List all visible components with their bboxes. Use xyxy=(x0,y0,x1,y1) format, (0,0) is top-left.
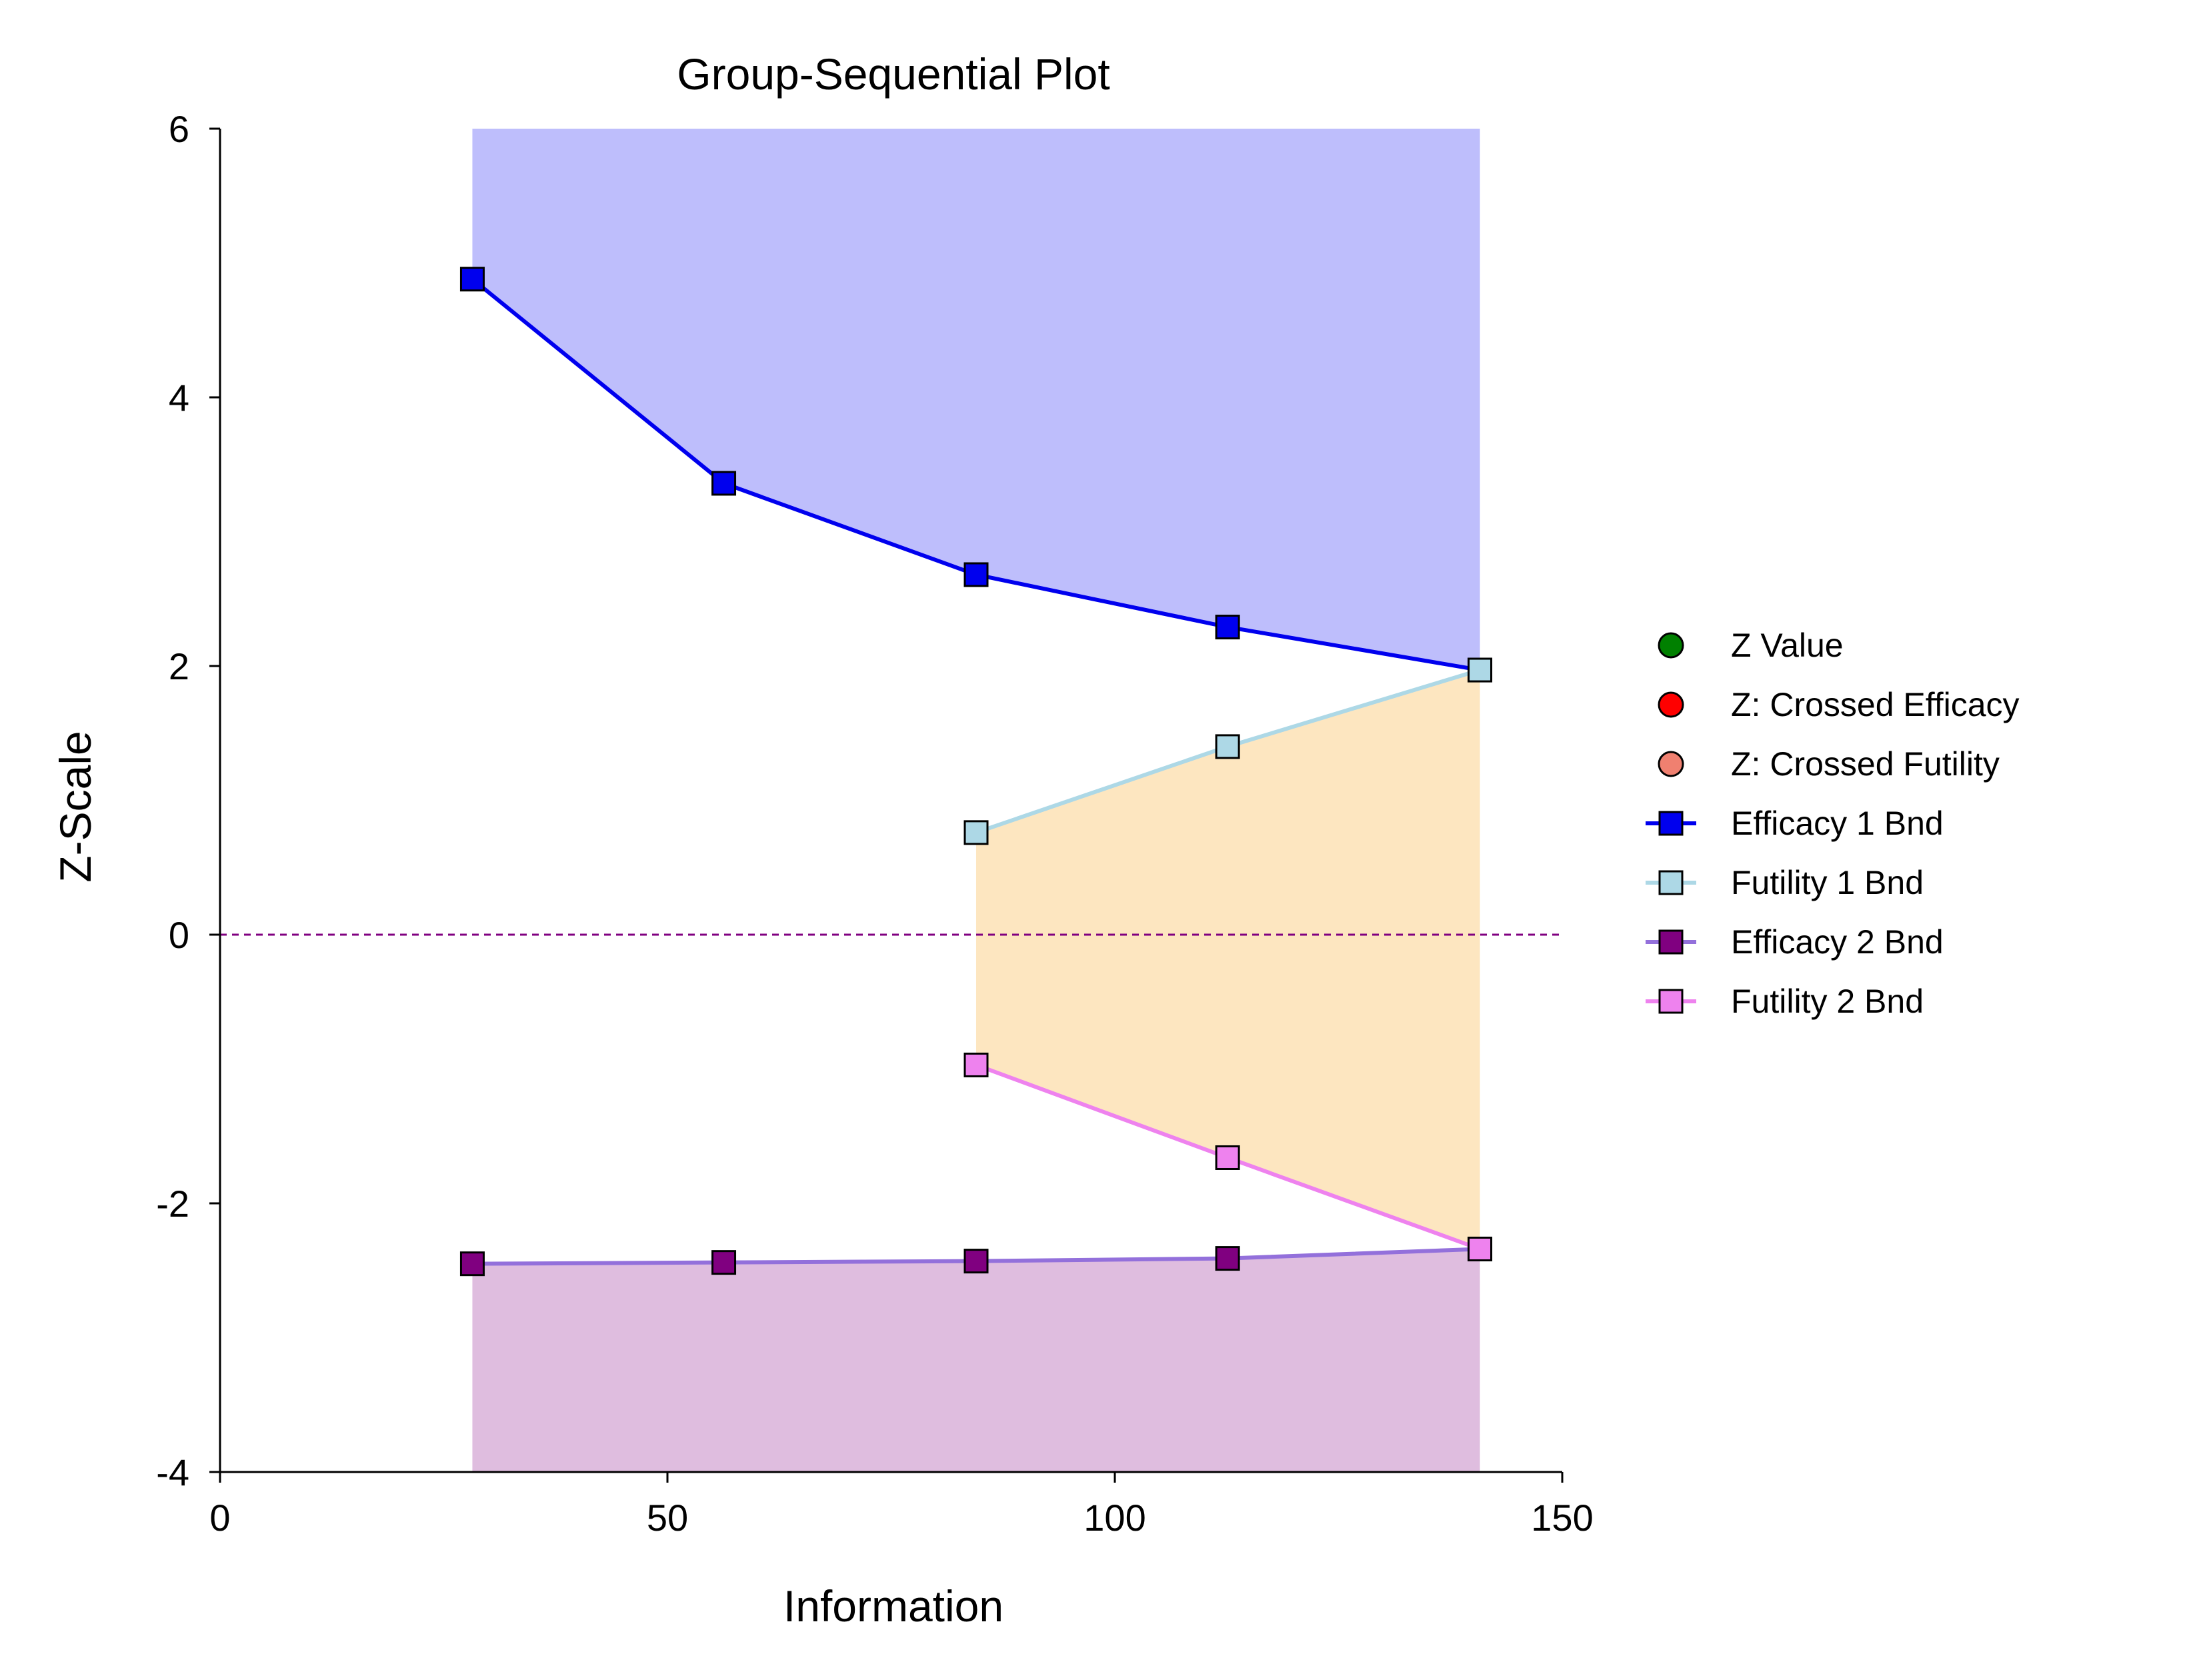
legend-futility-1-bnd-label: Futility 1 Bnd xyxy=(1731,864,1924,901)
legend-efficacy-1-bnd-label: Efficacy 1 Bnd xyxy=(1731,805,1944,842)
y-tick-label: 4 xyxy=(169,377,189,419)
x-axis-label: Information xyxy=(783,1581,1003,1631)
futility-1-bnd-marker xyxy=(1215,734,1240,759)
futility-2-bnd-marker xyxy=(963,1052,989,1077)
y-tick-label: 2 xyxy=(169,645,189,687)
legend-z-crossed-futility-label: Z: Crossed Futility xyxy=(1731,745,2000,783)
futility-1-bnd-marker xyxy=(1468,657,1493,683)
series-group xyxy=(459,267,1493,1277)
legend: Z Value Z: Crossed Efficacy Z: Crossed Fut… xyxy=(1646,627,2020,1020)
efficacy-2-bnd-marker xyxy=(711,1250,737,1275)
x-tick-label: 100 xyxy=(1083,1497,1146,1539)
legend-z-crossed-efficacy-label: Z: Crossed Efficacy xyxy=(1731,686,2020,723)
efficacy-1-bnd-marker xyxy=(711,471,737,496)
legend-efficacy-2-bnd-marker xyxy=(1658,929,1684,955)
efficacy-2-bnd-marker xyxy=(1215,1246,1240,1271)
legend-z-value-label: Z Value xyxy=(1731,627,1844,664)
y-tick-label: 6 xyxy=(169,108,189,150)
efficacy-2-bnd-marker xyxy=(963,1249,989,1274)
axes: -4 -2 0 2 4 6 0 50 100 150 xyxy=(156,108,1594,1539)
legend-efficacy-1-bnd-marker xyxy=(1658,811,1684,836)
futility-2-bnd-marker xyxy=(1468,1237,1493,1262)
y-tick-label: -4 xyxy=(156,1451,189,1493)
futility-2-bnd-marker xyxy=(1215,1145,1240,1170)
legend-z-crossed-efficacy-marker xyxy=(1658,691,1684,718)
efficacy-2-bnd-marker xyxy=(459,1251,485,1277)
y-tick-label: 0 xyxy=(169,914,189,956)
chart-title: Group-Sequential Plot xyxy=(677,49,1110,99)
x-tick-label: 0 xyxy=(209,1497,230,1539)
efficacy-1-bnd-marker xyxy=(1215,615,1240,640)
legend-z-crossed-futility-marker xyxy=(1658,751,1684,777)
region-efficacy-upper xyxy=(472,129,1480,671)
legend-efficacy-2-bnd-label: Efficacy 2 Bnd xyxy=(1731,923,1944,961)
legend-z-value-marker xyxy=(1658,632,1684,659)
y-axis-label: Z-Scale xyxy=(51,731,100,882)
legend-futility-2-bnd-marker xyxy=(1658,989,1684,1014)
x-tick-label: 50 xyxy=(647,1497,688,1539)
y-tick-label: -2 xyxy=(156,1183,189,1225)
efficacy-1-bnd-marker xyxy=(963,562,989,587)
legend-futility-1-bnd-marker xyxy=(1658,870,1684,895)
efficacy-1-bnd-marker xyxy=(459,267,485,292)
futility-1-bnd-marker xyxy=(963,820,989,845)
legend-futility-2-bnd-label: Futility 2 Bnd xyxy=(1731,983,1924,1020)
region-futility xyxy=(975,670,1480,1249)
region-efficacy-lower xyxy=(472,1249,1480,1472)
boundary-regions xyxy=(472,129,1480,1472)
x-tick-label: 150 xyxy=(1531,1497,1593,1539)
